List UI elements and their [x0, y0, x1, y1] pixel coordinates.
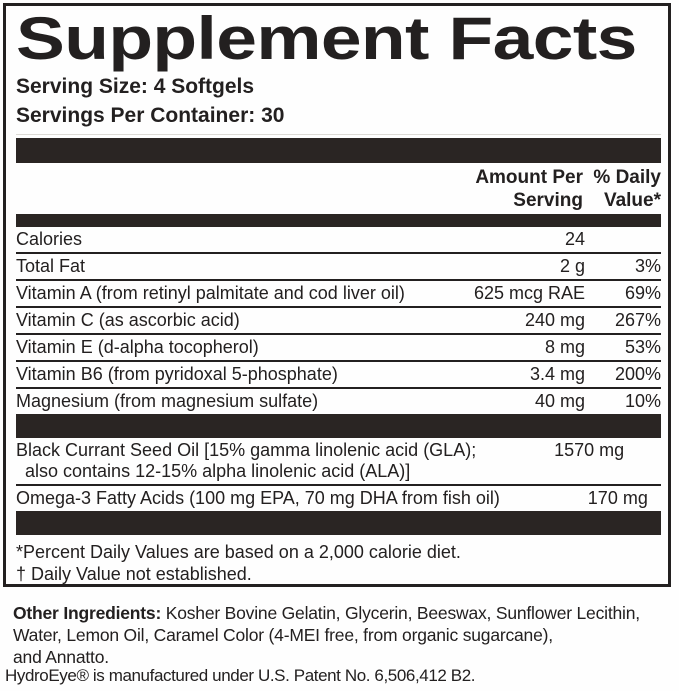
nutrient-daily-value: 53%	[624, 337, 661, 357]
serving-size-line: Serving Size: 4 Softgels	[16, 75, 255, 98]
nutrient-daily-value: 10%	[624, 391, 661, 411]
nutrient-row-calories: Calories 24	[16, 227, 661, 254]
nutrient-name: Vitamin B6 (from pyridoxal 5-phosphate)	[16, 364, 338, 384]
nutrient-row-vitamin-b6: Vitamin B6 (from pyridoxal 5-phosphate) …	[16, 362, 661, 389]
footnote-dagger: † Daily Value not established.	[16, 564, 252, 584]
other-ingredients-line2: Water, Lemon Oil, Caramel Color (4-MEI f…	[13, 625, 553, 645]
nutrient-amount: 3.4 mg	[529, 364, 585, 384]
nutrient-name: Total Fat	[16, 256, 86, 276]
column-headers: Amount Per Serving % Daily Value*	[16, 163, 661, 214]
nutrient-amount: 40 mg	[534, 391, 585, 411]
nutrient-amount: 8 mg	[544, 337, 585, 357]
thick-divider-bar-bottom	[16, 511, 661, 535]
nutrient-amount: 24	[564, 229, 585, 249]
nutrient-row-black-currant-seed-oil: Black Currant Seed Oil [15% gamma linole…	[16, 438, 661, 486]
serving-info: Serving Size: 4 Softgels Servings Per Co…	[16, 72, 661, 130]
nutrient-amount: 625 mcg RAE	[473, 283, 585, 303]
nutrient-amount: 240 mg	[524, 310, 585, 330]
nutrient-name: Vitamin A (from retinyl palmitate and co…	[16, 283, 405, 303]
nutrient-row-omega3-fatty-acids: Omega-3 Fatty Acids (100 mg EPA, 70 mg D…	[16, 486, 661, 511]
servings-per-container-line: Servings Per Container: 30	[16, 104, 285, 127]
panel-title: Supplement Facts	[16, 5, 637, 72]
supplement-facts-panel: Supplement Facts Serving Size: 4 Softgel…	[3, 3, 671, 587]
nutrient-daily-value: †	[624, 440, 679, 482]
nutrient-row-vitamin-a: Vitamin A (from retinyl palmitate and co…	[16, 281, 661, 308]
nutrient-name: Vitamin E (d-alpha tocopherol)	[16, 337, 259, 357]
nutrient-name: Calories	[16, 229, 83, 249]
thick-divider-bar-top	[16, 138, 661, 163]
patent-notice: HydroEye® is manufactured under U.S. Pat…	[5, 666, 476, 685]
nutrient-amount: 1570 mg	[554, 440, 625, 460]
other-ingredients-line3: and Annatto.	[13, 647, 109, 667]
other-ingredients: Other Ingredients: Kosher Bovine Gelatin…	[13, 602, 673, 668]
nutrient-name: Magnesium (from magnesium sulfate)	[16, 391, 319, 411]
nutrient-daily-value: †	[648, 488, 679, 509]
nutrient-daily-value: 3%	[634, 256, 661, 276]
nutrient-amount: 170 mg	[587, 488, 648, 508]
thin-divider	[16, 134, 661, 135]
nutrient-row-vitamin-c: Vitamin C (as ascorbic acid) 240 mg 267%	[16, 308, 661, 335]
nutrient-name: Vitamin C (as ascorbic acid)	[16, 310, 240, 330]
footnote-daily-values: *Percent Daily Values are based on a 2,0…	[16, 542, 461, 562]
medium-divider-bar	[16, 214, 661, 227]
nutrient-daily-value: 69%	[624, 283, 661, 303]
nutrient-row-magnesium: Magnesium (from magnesium sulfate) 40 mg…	[16, 389, 661, 414]
nutrient-name: Omega-3 Fatty Acids (100 mg EPA, 70 mg D…	[16, 488, 500, 508]
other-ingredients-line1: Other Ingredients: Kosher Bovine Gelatin…	[13, 603, 640, 623]
footnotes: *Percent Daily Values are based on a 2,0…	[16, 535, 661, 585]
nutrient-daily-value: 200%	[614, 364, 661, 384]
nutrient-row-vitamin-e: Vitamin E (d-alpha tocopherol) 8 mg 53%	[16, 335, 661, 362]
thick-divider-bar-middle	[16, 414, 661, 438]
nutrient-daily-value: 267%	[614, 310, 661, 330]
nutrient-amount: 2 g	[559, 256, 585, 276]
column-header-daily-value: % Daily Value*	[593, 167, 661, 211]
nutrient-row-total-fat: Total Fat 2 g 3%	[16, 254, 661, 281]
other-ingredients-label: Other Ingredients:	[13, 603, 162, 623]
column-header-amount: Amount Per Serving	[475, 167, 583, 211]
nutrient-name: Black Currant Seed Oil [15% gamma linole…	[16, 440, 477, 481]
nutrient-daily-value	[585, 229, 661, 250]
